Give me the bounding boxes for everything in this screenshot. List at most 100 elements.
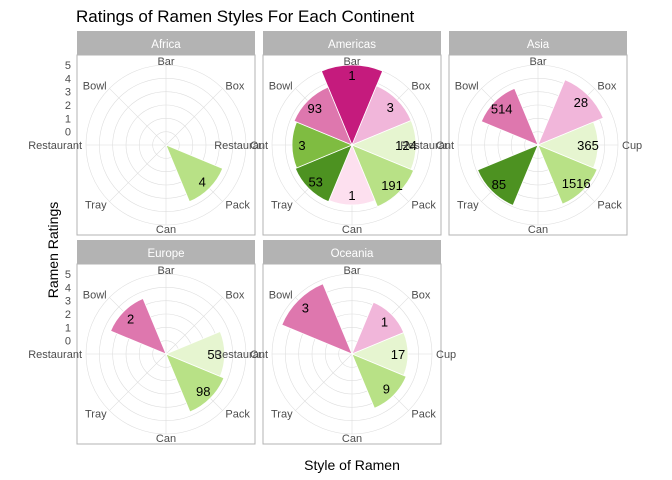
data-label-americas-restaurant: 3 [298,138,305,153]
facet-strip-americas [263,31,441,55]
bar-asia-tray [477,144,539,206]
radial-tick-label: 5 [65,269,71,281]
radial-tick-label: 1 [65,322,71,334]
facet-label-oceania: Oceania [331,248,374,260]
data-label-asia-cup: 365 [577,138,599,153]
bar-europe-bowl [110,298,167,355]
category-label-bowl: Bowl [455,81,479,93]
panel-asia: Asia 28 365 1516 85 514 Bar Box Cup Pack Can Tray Re… [400,31,642,236]
category-label-cup: Cup [436,349,456,361]
bar-asia-pack [537,144,598,205]
category-label-bowl: Bowl [269,290,293,302]
category-label-can: Can [342,224,362,236]
data-label-americas-box: 3 [387,100,394,115]
category-label-pack: Pack [411,199,436,211]
data-label-americas-can: 1 [348,188,355,203]
category-label-can: Can [528,224,548,236]
radial-tick-label: 5 [65,60,71,72]
data-label-americas-bowl: 93 [308,101,322,116]
radial-tick-label: 1 [65,113,71,125]
category-label-box: Box [411,290,430,302]
bar-oceania-pack [351,353,407,409]
data-label-oceania-cup: 17 [391,347,405,362]
facet-label-europe: Europe [147,248,184,260]
category-label-box: Box [225,81,244,93]
facet-strip-africa [77,31,255,55]
data-label-oceania-bowl: 3 [302,300,309,315]
x-axis-title: Style of Ramen [304,457,400,473]
category-label-tray: Tray [85,199,107,211]
category-label-tray: Tray [271,408,293,420]
bar-europe-pack [165,353,225,413]
bar-americas-pack [351,144,415,208]
grid-spoke [109,88,167,146]
grid-spoke [109,144,167,202]
bar-americas-bar [320,64,384,147]
data-label-asia-box: 28 [574,95,588,110]
bar-americas-bowl [293,86,353,146]
data-label-americas-tray: 53 [308,174,322,189]
category-label-can: Can [156,433,176,445]
category-label-tray: Tray [457,199,479,211]
facet-strip-asia [449,31,627,55]
panel-africa: Africa4BarBoxCupPackCanTrayRestaurantBow… [28,31,270,236]
category-label-bar: Bar [157,265,174,277]
category-label-restaurant: Restaurant [214,140,268,152]
chart-title: Ratings of Ramen Styles For Each Contine… [76,7,415,26]
data-label-asia-pack: 1516 [562,176,591,191]
category-label-pack: Pack [225,408,250,420]
category-label-can: Can [342,433,362,445]
category-label-pack: Pack [411,408,436,420]
category-label-cup: Cup [622,140,642,152]
category-label-bar: Bar [529,56,546,68]
panel-oceania: Oceania 1 17 9 3 Bar Box Cup Pack Can Tray Restaura… [214,240,456,445]
facet-label-asia: Asia [527,39,550,51]
panel-europe: Europe53982BarBoxCupPackCanTrayRestauran… [28,240,270,445]
facet-panels: Africa 4 Bar Box Cup Pack Can Tray Restaurant Bow… [28,31,642,445]
category-label-can: Can [156,224,176,236]
radial-tick-label: 2 [65,100,71,112]
category-label-box: Box [411,81,430,93]
bar-asia-bowl [480,87,539,146]
category-label-box: Box [225,290,244,302]
data-label-europe-bowl: 2 [127,312,134,327]
category-label-restaurant: Restaurant [400,140,454,152]
y-axis-title: Ramen Ratings [45,202,61,299]
bar-americas-tray [294,144,353,203]
category-label-tray: Tray [85,408,107,420]
grid-spoke [109,353,167,411]
data-label-americas-bar: 1 [348,68,355,83]
data-label-asia-bowl: 514 [491,102,513,117]
bar-africa-pack [165,144,224,203]
category-label-bowl: Bowl [83,81,107,93]
category-label-bowl: Bowl [83,290,107,302]
category-label-restaurant: Restaurant [214,349,268,361]
category-label-box: Box [597,81,616,93]
category-label-restaurant: Restaurant [28,349,82,361]
category-label-tray: Tray [271,199,293,211]
category-label-bar: Bar [157,56,174,68]
data-label-oceania-box: 1 [381,314,388,329]
category-label-bowl: Bowl [269,81,293,93]
category-label-restaurant: Restaurant [28,140,82,152]
category-label-pack: Pack [597,199,622,211]
data-label-americas-cup: 124 [395,138,417,153]
data-label-europe-cup: 53 [207,347,221,362]
grid-spoke [165,88,223,146]
radial-tick-label: 4 [65,73,71,85]
grid-spoke [295,353,353,411]
data-label-oceania-pack: 9 [383,381,390,396]
radial-tick-label: 0 [65,336,71,348]
category-label-bar: Bar [343,56,360,68]
data-label-americas-pack: 191 [381,178,403,193]
radial-tick-label: 0 [65,127,71,139]
radial-tick-label: 4 [65,282,71,294]
facet-label-africa: Africa [151,39,181,51]
data-label-europe-pack: 98 [196,384,210,399]
bar-oceania-bowl [281,283,353,355]
radial-tick-label: 2 [65,309,71,321]
radial-tick-label: 3 [65,296,71,308]
bar-asia-box [537,79,604,146]
data-label-asia-tray: 85 [492,177,506,192]
radial-tick-label: 3 [65,87,71,99]
